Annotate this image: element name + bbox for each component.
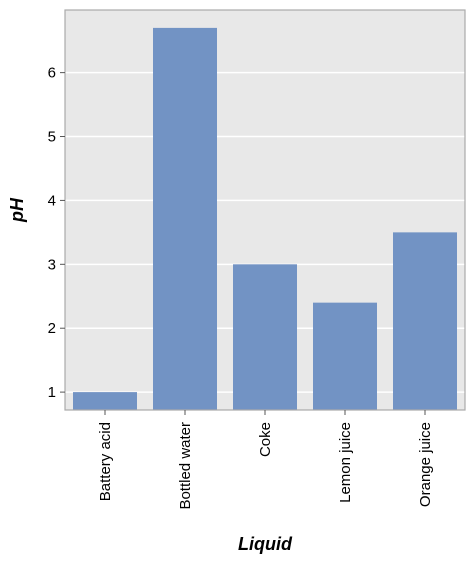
x-tick-label: Lemon juice [337,422,354,503]
y-tick-label: 2 [48,320,56,337]
x-axis-ticks: Battery acid Bottled water Coke Lemon juice… [97,410,434,510]
bar [393,232,457,410]
y-tick-label: 1 [48,384,56,401]
y-axis-title: pH [7,197,27,223]
x-tick-label: Bottled water [177,422,194,510]
x-axis-title: Liquid [238,534,293,554]
bars [73,27,457,410]
x-tick-label: Coke [257,422,274,457]
y-axis-ticks: 1 2 3 4 5 6 [48,65,65,401]
bar [73,392,137,410]
y-tick-label: 5 [48,129,56,146]
x-tick-label: Battery acid [97,422,114,501]
y-tick-label: 3 [48,256,56,273]
bar [313,302,377,410]
y-tick-label: 6 [48,65,56,82]
x-tick-label: Orange juice [417,422,434,507]
bar [233,264,297,410]
bar [153,27,217,410]
y-tick-label: 4 [48,192,56,209]
